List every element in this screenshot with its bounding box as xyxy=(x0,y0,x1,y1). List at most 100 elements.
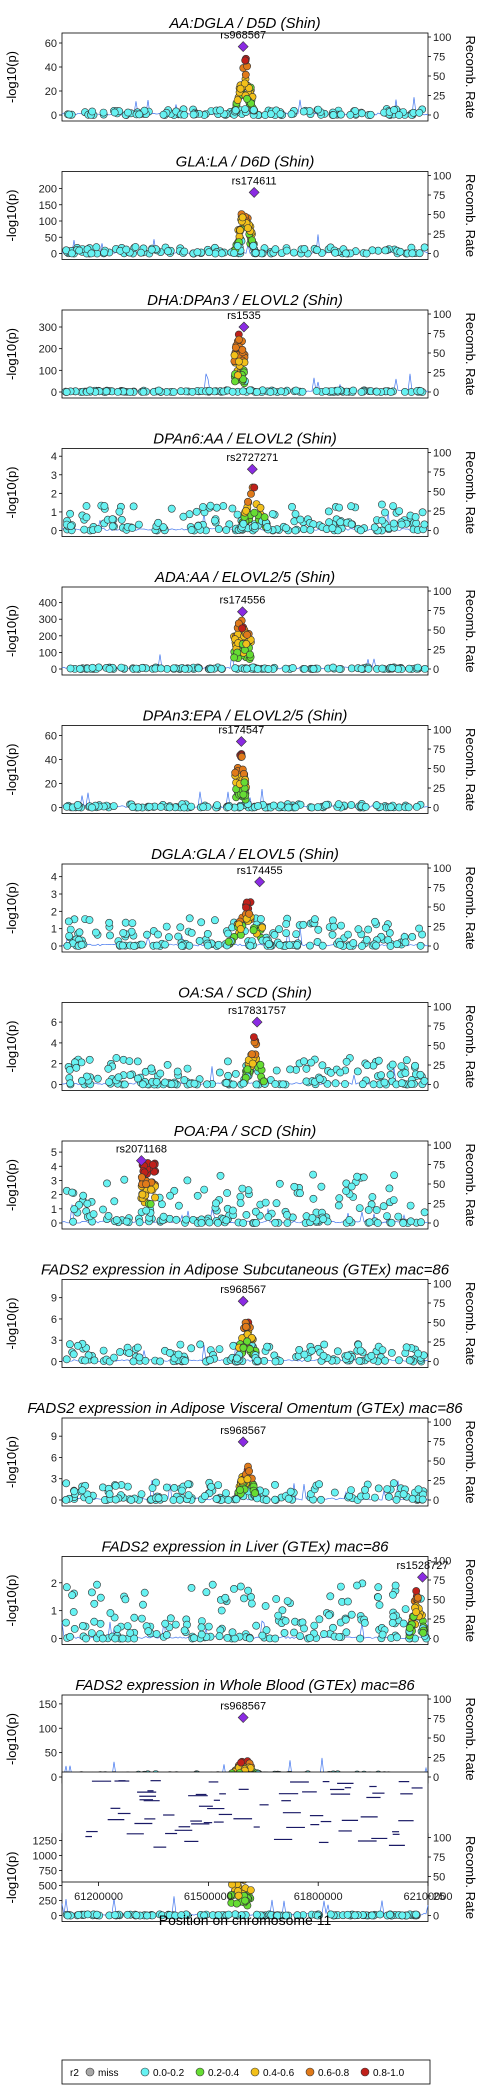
snp-point xyxy=(278,1606,287,1615)
snp-point xyxy=(277,387,285,396)
snp-point xyxy=(128,803,137,811)
snp-point xyxy=(82,1634,90,1643)
y-tick-label: 0 xyxy=(51,249,57,261)
snp-point xyxy=(358,1080,367,1089)
snp-point xyxy=(419,1628,427,1637)
snp-point xyxy=(189,110,198,119)
y-tick-label: 6 xyxy=(51,1314,57,1326)
snp-point xyxy=(329,1623,337,1632)
snp-point xyxy=(242,640,251,648)
snp-point xyxy=(89,1210,98,1218)
snp-point xyxy=(335,1194,344,1203)
snp-point xyxy=(161,1078,169,1087)
snp-point xyxy=(350,1911,359,1920)
y-axis-label: -log10(p) xyxy=(4,328,19,380)
snp-point xyxy=(347,502,355,511)
snp-point xyxy=(373,1219,382,1227)
snp-point xyxy=(72,1063,81,1072)
snp-point xyxy=(105,665,114,673)
snp-point xyxy=(374,1583,383,1592)
snp-point xyxy=(388,1619,397,1627)
snp-point xyxy=(122,245,131,254)
y-tick-label: 200 xyxy=(39,631,57,643)
y2-tick-label: 50 xyxy=(433,625,445,637)
legend-item-label: 0.6-0.8 xyxy=(318,2068,350,2079)
snp-point xyxy=(241,105,249,113)
snp-point xyxy=(62,1583,71,1592)
y-tick-label: 3 xyxy=(51,1474,57,1486)
snp-point xyxy=(361,1486,369,1494)
snp-point xyxy=(142,1206,151,1215)
snp-point xyxy=(325,1611,333,1620)
snp-point xyxy=(197,1219,206,1227)
snp-point xyxy=(383,1212,391,1220)
snp-point xyxy=(238,345,247,354)
y2-axis-label: Recomb. Rate xyxy=(463,1005,478,1088)
y2-axis-label: Recomb. Rate xyxy=(463,1143,478,1226)
snp-point xyxy=(400,387,409,396)
snp-point xyxy=(347,520,356,529)
snp-point xyxy=(370,523,379,532)
snp-point xyxy=(331,248,340,257)
y-tick-label: 1 xyxy=(51,507,57,519)
y2-tick-label: 0 xyxy=(433,249,439,261)
lead-snp-marker xyxy=(248,186,260,198)
snp-point xyxy=(104,1064,113,1073)
snp-point xyxy=(66,1079,75,1088)
snp-point xyxy=(181,665,189,673)
snp-point xyxy=(224,803,233,811)
snp-point xyxy=(154,518,163,527)
snp-point xyxy=(157,1200,166,1209)
snp-point xyxy=(105,918,114,927)
snp-point xyxy=(175,1495,184,1504)
snp-point xyxy=(65,1066,74,1074)
snp-point xyxy=(387,1218,396,1227)
snp-point xyxy=(116,1348,124,1356)
snp-point xyxy=(359,1173,368,1182)
panel-12: FADS2 expression in Liver (GTEx) mac=86 0… xyxy=(4,1539,478,1646)
snp-point xyxy=(230,653,238,662)
y-tick-label: 0 xyxy=(51,1080,57,1092)
snp-point xyxy=(132,1911,141,1920)
snp-point xyxy=(239,1079,248,1088)
snp-point xyxy=(388,1590,397,1599)
y-tick-label: 2 xyxy=(51,488,57,500)
y-tick-label: 9 xyxy=(51,1431,57,1443)
snp-point xyxy=(200,1492,209,1500)
snp-point xyxy=(139,387,148,396)
snp-point xyxy=(69,1608,78,1616)
y-axis-label: -log10(p) xyxy=(4,1713,19,1765)
snp-point xyxy=(289,248,298,257)
snp-point xyxy=(386,803,395,812)
snp-point xyxy=(299,525,308,534)
snp-point xyxy=(137,1614,146,1623)
snp-point xyxy=(399,1490,408,1499)
snp-point xyxy=(328,524,337,533)
snp-point xyxy=(106,931,114,940)
y2-tick-label: 75 xyxy=(433,329,445,341)
y-tick-label: 5 xyxy=(51,1147,57,1159)
snp-point xyxy=(232,1495,241,1504)
snp-point xyxy=(129,502,138,511)
snp-point xyxy=(369,1080,378,1089)
y2-tick-label: 50 xyxy=(433,71,445,83)
y-tick-label: 3 xyxy=(51,1335,57,1347)
snp-point xyxy=(361,803,370,811)
snp-point xyxy=(217,1606,226,1615)
snp-point xyxy=(243,1065,252,1074)
snp-point xyxy=(272,1595,281,1603)
y2-axis-label: Recomb. Rate xyxy=(463,1559,478,1642)
snp-point xyxy=(300,665,309,673)
y-tick-label: 0 xyxy=(51,110,57,122)
snp-point xyxy=(335,1633,344,1641)
snp-point xyxy=(253,1356,262,1365)
snp-point xyxy=(343,1910,352,1919)
legend-swatch xyxy=(360,2067,370,2077)
y-tick-label: 20 xyxy=(45,779,57,791)
lead-snp-label: rs968567 xyxy=(220,30,266,42)
legend-title: r2 xyxy=(70,2068,79,2079)
snp-point xyxy=(415,249,424,258)
snp-point xyxy=(412,1608,420,1616)
panel-3: DHA:DPAn3 / ELOVL2 (Shin) 0 100 200 300 0 25 50… xyxy=(4,292,478,399)
snp-point xyxy=(147,1064,156,1073)
